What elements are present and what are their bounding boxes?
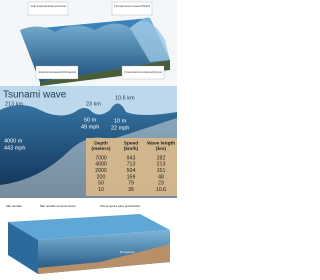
bottom-label: Mar tendido tocando fondo xyxy=(40,204,76,208)
table-cell: 282 xyxy=(157,155,166,161)
callouts: 1 A break in the seafloor pushes the wat… xyxy=(27,1,165,80)
annotation: 443 mph xyxy=(4,145,25,151)
table-cell: 943 xyxy=(127,155,136,161)
table-cell: 4000 xyxy=(95,162,107,168)
annotation: 49 mph xyxy=(81,124,99,130)
table-cell: 200 xyxy=(97,174,106,180)
bottom-label: Rompiente xyxy=(120,250,135,254)
table-cell: 504 xyxy=(127,168,136,174)
table-cell: 2000 xyxy=(95,168,107,174)
annotation: 4000 m xyxy=(4,138,23,144)
table-cell: 151 xyxy=(157,168,166,174)
table-header: (meters) xyxy=(92,146,111,152)
table-cell: 48 xyxy=(158,174,164,180)
table-header: Wave length xyxy=(147,140,175,146)
table-cell: 7000 xyxy=(95,155,107,161)
table-box xyxy=(86,138,177,196)
annotation: 10 m xyxy=(114,118,127,124)
middle-diagram: Tsunami wave 213 km 23 km 10.6 km 4000 m… xyxy=(0,86,177,198)
table-cell: 10 xyxy=(98,187,104,193)
table-cell: 36 xyxy=(128,187,134,193)
annotation: 22 mph xyxy=(111,125,129,131)
table-cell: 10.6 xyxy=(156,187,166,193)
table-header: (km/h) xyxy=(124,146,139,152)
table: Depth(meters) Speed(km/h) Wave length(km) 7… xyxy=(92,140,176,193)
table-header: (km) xyxy=(156,146,167,152)
annotation: 213 km xyxy=(5,101,23,107)
callout: 4 The wave reaches the shore and destroy… xyxy=(124,70,162,74)
callout: 2 The wave moves at a speed of 500 km/h xyxy=(114,4,150,8)
table-cell: 213 xyxy=(157,162,166,168)
table-cell: 159 xyxy=(127,174,136,180)
infographic: 1 A break in the seafloor pushes the wat… xyxy=(0,0,177,280)
table-header: Depth xyxy=(94,140,108,146)
annotation: 10.6 km xyxy=(115,95,135,101)
bottom-label: Mar tendido xyxy=(6,204,22,208)
table-header: Speed xyxy=(124,140,138,146)
table-cell: 50 xyxy=(98,181,104,187)
table-cell: 23 xyxy=(158,181,164,187)
title: Tsunami wave xyxy=(3,90,67,101)
bottom-illustration xyxy=(0,198,177,280)
table-cell: 79 xyxy=(128,181,134,187)
annotation: 23 km xyxy=(86,101,101,107)
bottom-label: Ola se apura para profundizar xyxy=(100,204,140,208)
table-cell: 713 xyxy=(127,162,136,168)
callout: 1 A break in the seafloor pushes the wat… xyxy=(30,4,66,8)
annotation: 50 m xyxy=(84,117,97,123)
callout: 3 As it approaches the mainland decrease… xyxy=(38,70,76,74)
